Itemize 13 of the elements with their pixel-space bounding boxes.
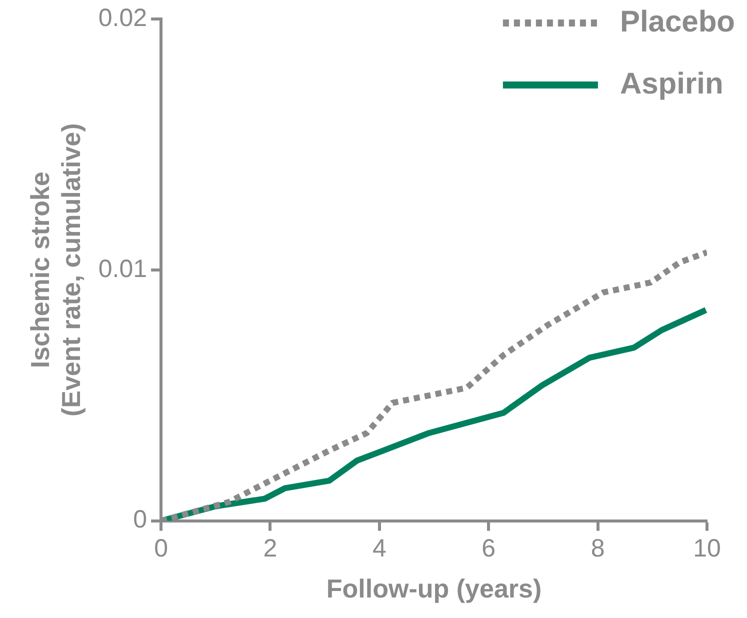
y-tick-label: 0.02 (98, 4, 148, 32)
x-tick-label: 4 (372, 534, 386, 563)
x-tick-label: 8 (590, 534, 605, 563)
y-tick-label: 0.01 (98, 254, 148, 283)
x-tick-label: 2 (263, 534, 278, 563)
y-axis-title: Ischemic stroke (Event rate, cumulative) (24, 123, 86, 417)
x-axis-title: Follow-up (years) (326, 574, 542, 604)
x-tick-label: 10 (693, 534, 721, 563)
y-tick-label: 0 (133, 506, 148, 534)
legend-label: Placebo (620, 5, 736, 38)
x-tick-label: 6 (482, 534, 496, 563)
x-tick-label: 0 (154, 534, 168, 563)
legend-label: Aspirin (620, 67, 724, 100)
